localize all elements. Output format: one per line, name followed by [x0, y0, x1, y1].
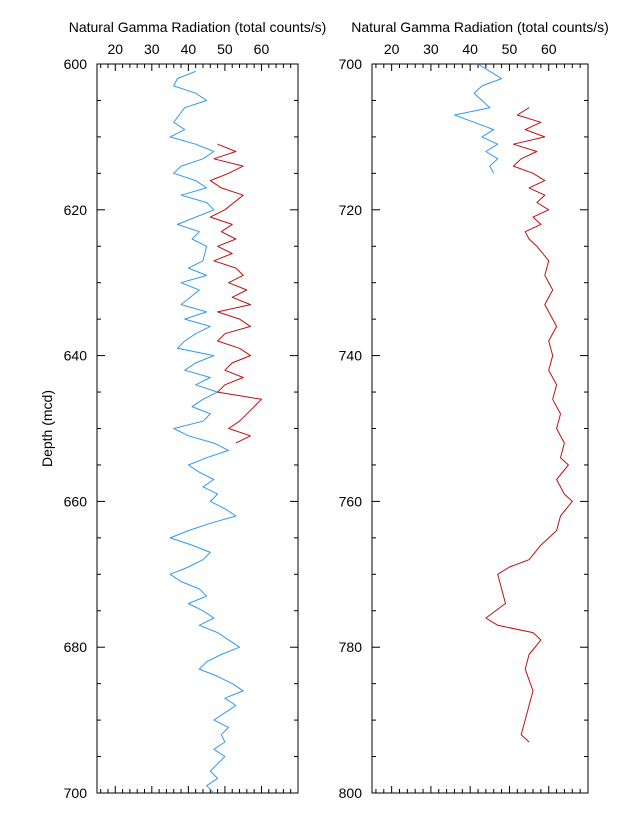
y-tick-label: 600 [64, 56, 88, 72]
series-line-blue [454, 63, 503, 174]
x-tick-label: 30 [423, 41, 439, 57]
right-panel: Natural Gamma Radiation (total counts/s)… [339, 19, 609, 801]
x-tick-label: 40 [181, 41, 197, 57]
y-tick-label: 780 [339, 639, 363, 655]
x-tick-label: 30 [144, 41, 160, 57]
y-tick-label: 760 [339, 493, 363, 509]
x-tick-label: 60 [254, 41, 270, 57]
y-tick-label: 680 [64, 639, 88, 655]
y-tick-label: 700 [64, 785, 88, 801]
y-tick-label: 800 [339, 785, 363, 801]
series-line-blue [169, 70, 244, 794]
y-tick-label: 720 [339, 202, 363, 218]
plot-frame [96, 63, 299, 794]
series-line-red [485, 107, 573, 743]
x-tick-label: 20 [107, 41, 123, 57]
left-panel: Natural Gamma Radiation (total counts/s)… [39, 19, 326, 801]
x-tick-label: 40 [462, 41, 478, 57]
y-tick-label: 740 [339, 348, 363, 364]
y-axis-label: Depth (mcd) [39, 390, 55, 467]
y-tick-label: 660 [64, 493, 88, 509]
y-tick-label: 640 [64, 348, 88, 364]
x-tick-label: 50 [217, 41, 233, 57]
y-tick-label: 700 [339, 56, 363, 72]
x-tick-label: 20 [384, 41, 400, 57]
x-tick-label: 50 [502, 41, 518, 57]
chart-title: Natural Gamma Radiation (total counts/s) [351, 19, 609, 35]
chart-title: Natural Gamma Radiation (total counts/s) [69, 19, 327, 35]
x-tick-label: 60 [541, 41, 557, 57]
y-tick-label: 620 [64, 202, 88, 218]
series-line-red [209, 143, 262, 444]
plot-frame [371, 63, 589, 794]
